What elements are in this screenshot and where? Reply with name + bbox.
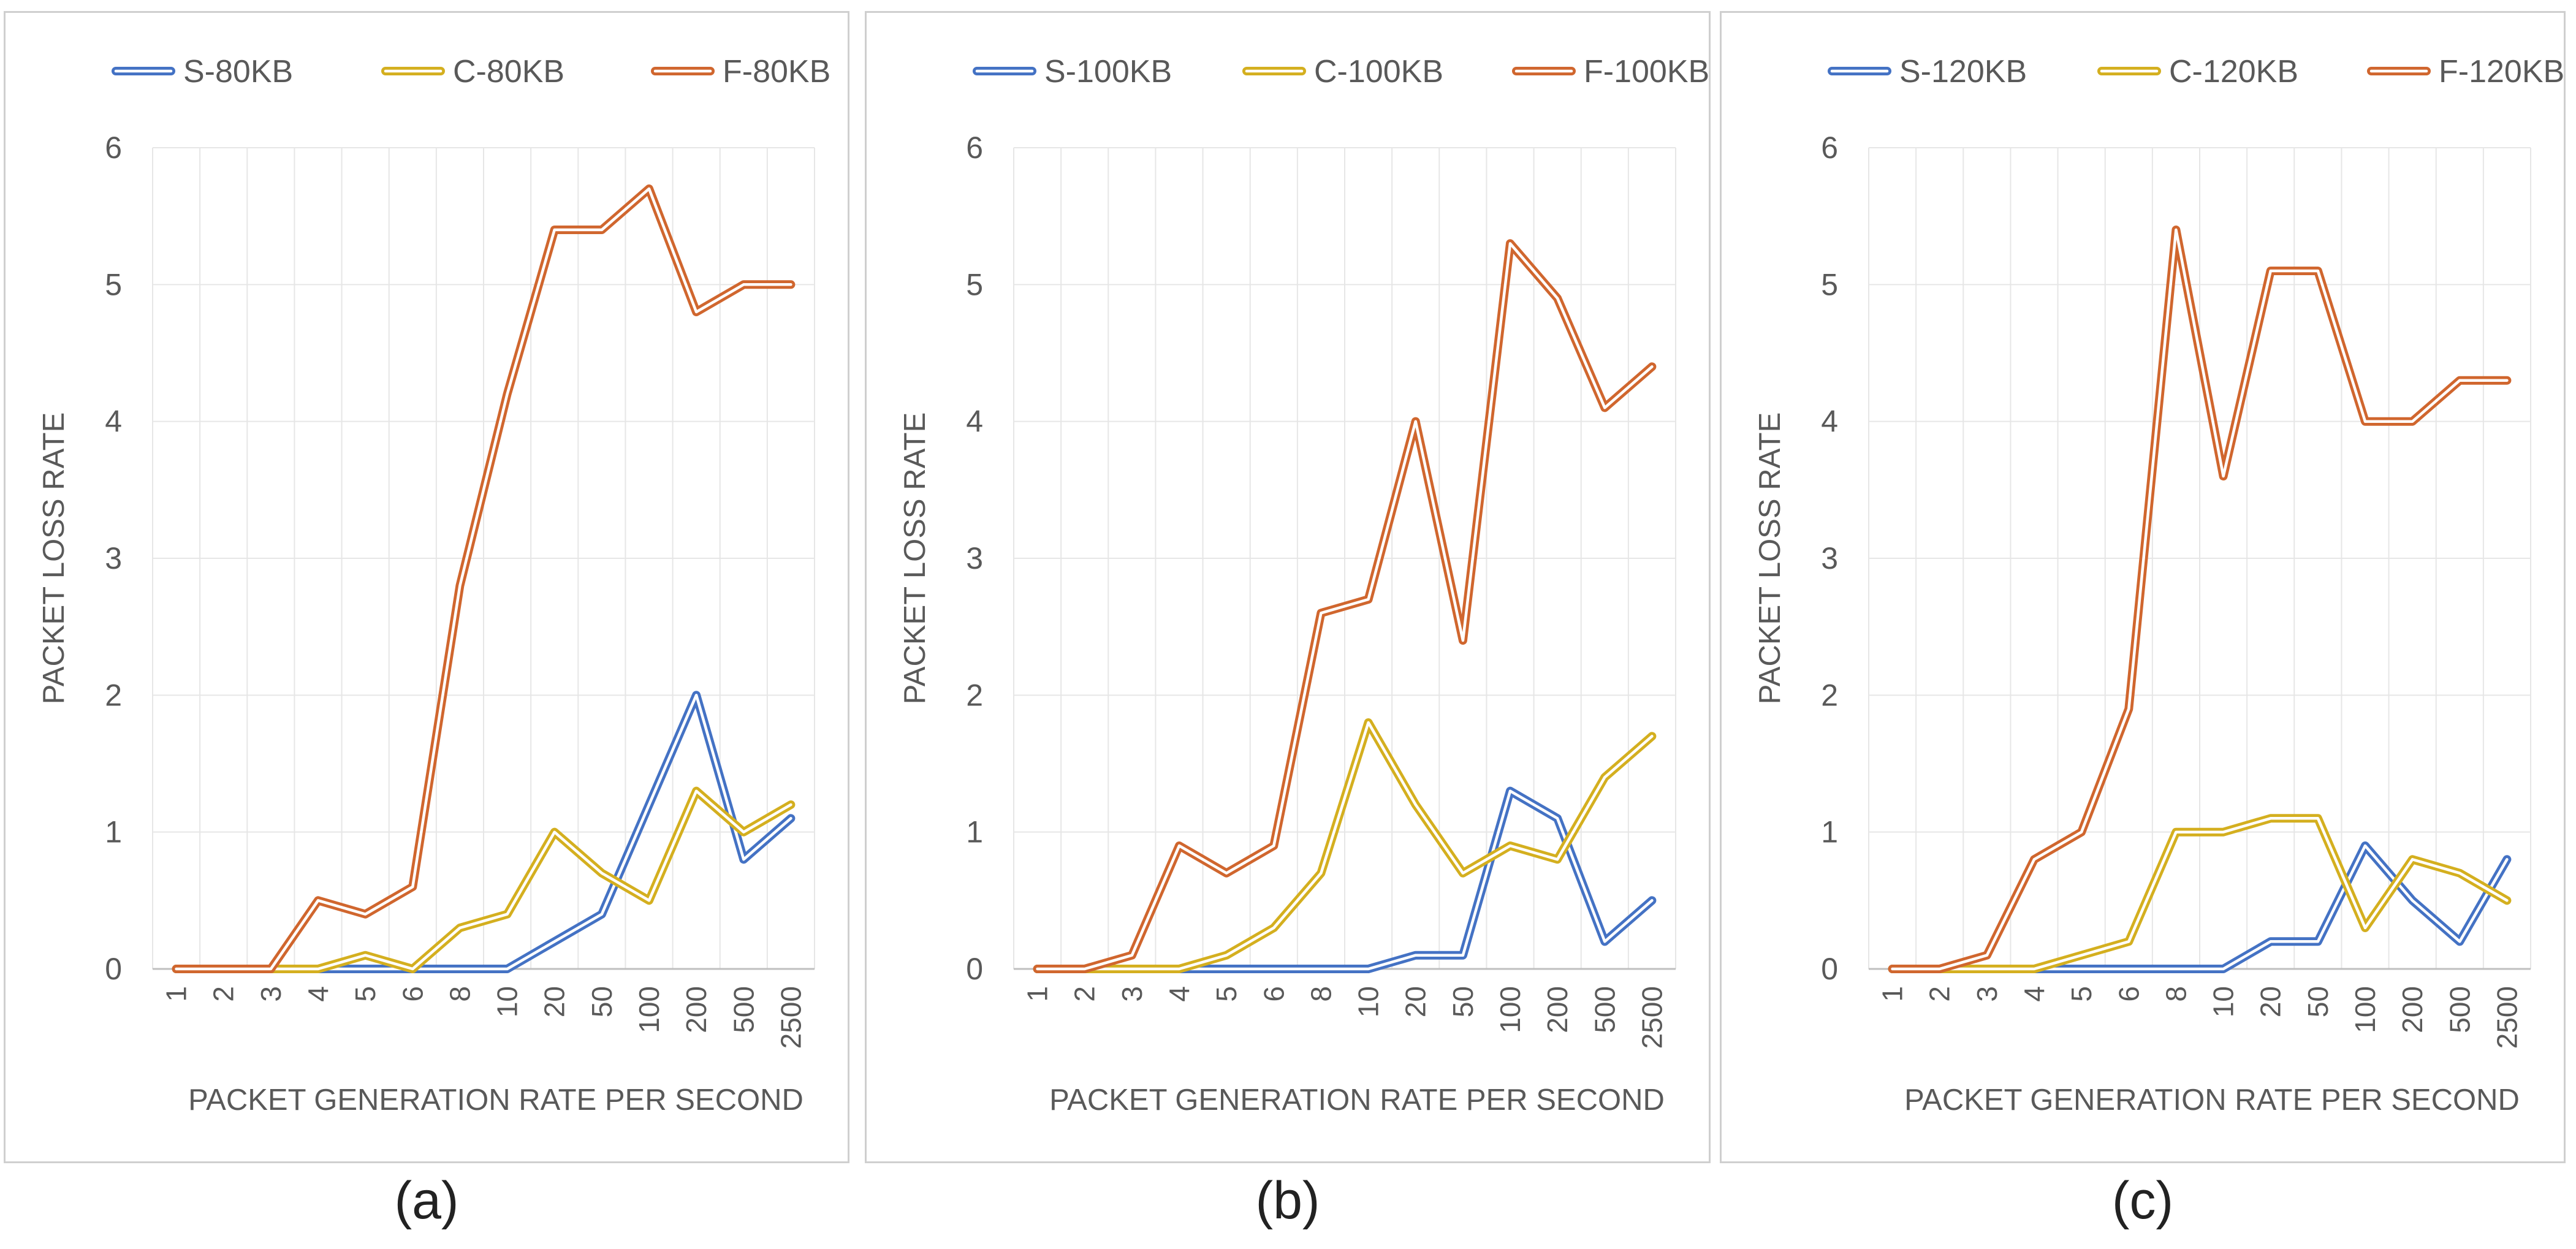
legend-label: F-100KB (1584, 54, 1709, 89)
gridlines (1013, 147, 1676, 970)
x-tick-label: 1 (1877, 986, 1909, 1002)
y-tick-label: 0 (105, 952, 122, 986)
y-tick-label: 1 (105, 815, 122, 849)
x-tick-label: 500 (1589, 986, 1620, 1033)
series-line-inner (1036, 242, 1654, 971)
x-tick-label: 100 (1494, 986, 1526, 1033)
x-axis-label: PACKET GENERATION RATE PER SECOND (1049, 1084, 1665, 1117)
x-tick-label: 2500 (775, 986, 807, 1049)
y-tick-label: 6 (1821, 131, 1838, 165)
y-tick-label: 0 (966, 952, 983, 986)
x-tick-label: 3 (1116, 986, 1148, 1002)
series-line-inner (1036, 721, 1654, 971)
y-tick-label: 2 (1821, 678, 1838, 712)
x-tick-label: 2500 (2491, 986, 2523, 1049)
series-line-inner (1891, 817, 2509, 971)
y-tick-label: 4 (966, 404, 983, 439)
legend-label: C-80KB (453, 54, 564, 89)
x-tick-label: 4 (2018, 986, 2050, 1002)
y-tick-label: 4 (1821, 404, 1838, 439)
y-tick-label: 3 (1821, 541, 1838, 575)
x-tick-label: 3 (1971, 986, 2003, 1002)
y-axis-label: PACKET LOSS RATE (899, 412, 932, 705)
x-tick-label: 4 (1163, 986, 1195, 1002)
legend-label: F-120KB (2439, 54, 2564, 89)
x-tick-label: 500 (2444, 986, 2475, 1033)
series-line-inner (175, 789, 792, 971)
y-tick-label: 2 (105, 678, 122, 712)
chart-panel-b: 0 1 2 3 4 5 6 1 2 3 4 5 6 8 10 20 50 100 200 500 2500 PACKET … (865, 11, 1711, 1163)
x-tick-label: 20 (1400, 986, 1432, 1017)
y-axis-label: PACKET LOSS RATE (37, 412, 70, 705)
x-tick-label: 6 (397, 986, 428, 1002)
x-tick-label: 5 (2065, 986, 2097, 1002)
x-tick-label: 5 (1210, 986, 1242, 1002)
y-tick-label: 2 (966, 678, 983, 712)
legend-label: S-120KB (1899, 54, 2027, 89)
x-tick-label: 8 (444, 986, 476, 1002)
x-tick-label: 100 (633, 986, 665, 1033)
x-tick-label: 50 (2302, 986, 2334, 1017)
x-tick-label: 200 (680, 986, 712, 1033)
y-tick-label: 3 (105, 541, 122, 575)
x-tick-label: 200 (1541, 986, 1573, 1033)
x-tick-label: 6 (2113, 986, 2145, 1002)
series-line-inner (1891, 228, 2509, 971)
caption-a: (a) (394, 1171, 459, 1230)
y-tick-label: 4 (105, 404, 122, 439)
x-tick-label: 20 (539, 986, 571, 1017)
y-tick-label: 1 (1821, 815, 1838, 849)
y-tick-label: 5 (105, 267, 122, 302)
y-tick-label: 0 (1821, 952, 1838, 986)
x-axis-label: PACKET GENERATION RATE PER SECOND (1904, 1084, 2520, 1117)
gridlines (1868, 147, 2531, 970)
x-tick-label: 2 (1069, 986, 1101, 1002)
y-axis-label: PACKET LOSS RATE (1753, 412, 1787, 705)
x-tick-label: 50 (586, 986, 618, 1017)
x-tick-label: 1 (1022, 986, 1054, 1002)
x-tick-label: 20 (2255, 986, 2287, 1017)
x-tick-label: 8 (2160, 986, 2192, 1002)
y-tick-label: 6 (966, 131, 983, 165)
legend-label: C-120KB (2169, 54, 2298, 89)
legend-label: S-100KB (1044, 54, 1172, 89)
y-tick-label: 3 (966, 541, 983, 575)
chart-panel-a: 0 1 2 3 4 5 6 1 2 3 4 5 6 8 10 20 50 100 200 500 2500 PACKET … (4, 11, 849, 1163)
chart-panel-c: 0 1 2 3 4 5 6 1 2 3 4 5 6 8 10 20 50 100 200 500 2500 PACKET … (1720, 11, 2566, 1163)
x-tick-label: 2 (208, 986, 240, 1002)
x-tick-label: 3 (255, 986, 287, 1002)
x-tick-label: 500 (728, 986, 759, 1033)
x-tick-label: 8 (1305, 986, 1337, 1002)
caption-c: (c) (2111, 1171, 2174, 1230)
caption-b: (b) (1255, 1171, 1320, 1230)
x-tick-label: 1 (161, 986, 192, 1002)
gridlines (152, 147, 815, 970)
x-tick-label: 2500 (1636, 986, 1668, 1049)
x-tick-label: 5 (349, 986, 381, 1002)
y-tick-label: 6 (105, 131, 122, 165)
y-tick-label: 5 (1821, 267, 1838, 302)
legend-label: C-100KB (1314, 54, 1443, 89)
x-tick-label: 200 (2396, 986, 2428, 1033)
legend-label: F-80KB (723, 54, 830, 89)
x-tick-label: 10 (1353, 986, 1385, 1017)
y-tick-label: 5 (966, 267, 983, 302)
x-tick-label: 100 (2349, 986, 2381, 1033)
x-tick-label: 50 (1447, 986, 1479, 1017)
x-axis-label: PACKET GENERATION RATE PER SECOND (188, 1084, 804, 1117)
series-line-inner (175, 187, 792, 971)
x-tick-label: 10 (492, 986, 523, 1017)
x-tick-label: 10 (2208, 986, 2240, 1017)
x-tick-label: 6 (1258, 986, 1290, 1002)
x-tick-label: 2 (1924, 986, 1956, 1002)
x-tick-label: 4 (302, 986, 334, 1002)
legend-label: S-80KB (183, 54, 293, 89)
y-tick-label: 1 (966, 815, 983, 849)
